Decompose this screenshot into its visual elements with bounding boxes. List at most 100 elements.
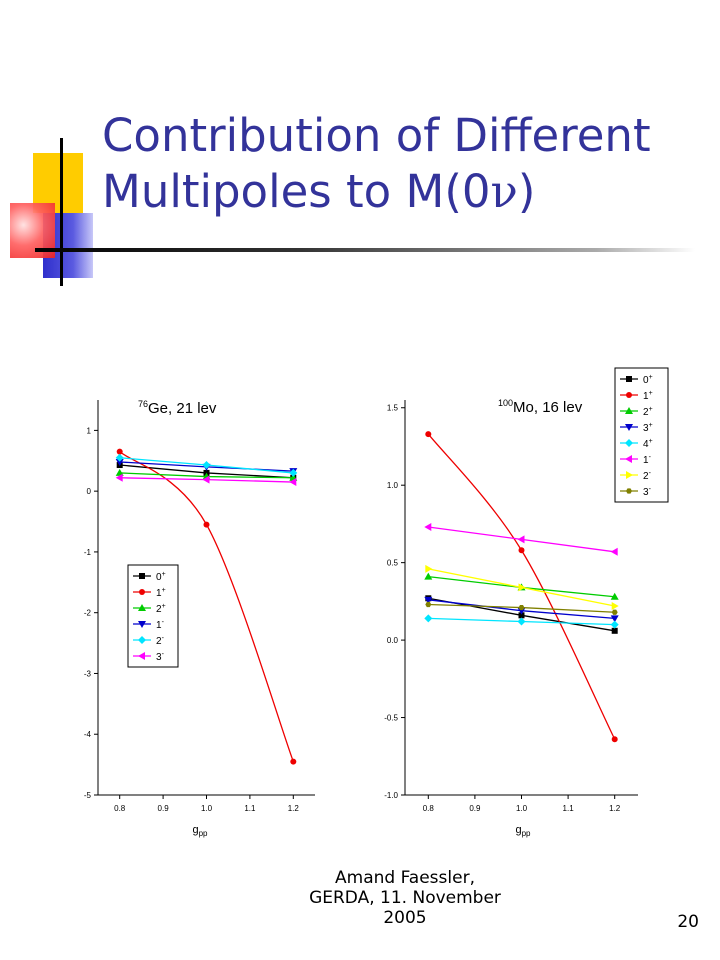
legend-swatch-marker	[138, 652, 145, 660]
data-point	[289, 468, 298, 477]
x-tick-label: 0.8	[114, 804, 126, 813]
series-1plus	[116, 448, 297, 765]
deco-vertical-rule	[60, 138, 63, 286]
legend-entry-name: 3	[156, 652, 162, 663]
chart-title-mass: 100	[498, 398, 513, 408]
x-tick-label: 1.2	[609, 804, 621, 813]
legend-entry-parity: -	[649, 470, 652, 477]
legend-entry-name: 0	[156, 572, 162, 583]
legend-entry-name: 2	[156, 604, 162, 615]
data-point	[517, 617, 526, 626]
legend-entry-parity: +	[649, 406, 653, 413]
x-axis-label-main: g	[515, 824, 521, 836]
x-tick-label: 1.2	[288, 804, 300, 813]
x-axis-label-sub: pp	[199, 829, 208, 838]
legend-entry-parity: +	[649, 438, 653, 445]
page-number: 20	[677, 912, 699, 932]
y-tick-label: -0.5	[384, 714, 398, 723]
series-2plus	[115, 468, 298, 481]
legend-swatch-marker	[138, 604, 146, 611]
series-3plus	[424, 596, 619, 623]
data-point	[518, 583, 526, 592]
y-tick-label: 0	[87, 487, 92, 496]
data-point	[115, 458, 124, 466]
footer-line-1: Amand Faessler,	[335, 868, 475, 888]
y-tick-label: 1.0	[387, 481, 399, 490]
footer-line-3: 2005	[383, 908, 427, 928]
series-1plus	[425, 431, 618, 743]
data-point	[610, 547, 618, 556]
data-point	[425, 564, 433, 573]
legend-entry: 1+	[643, 390, 653, 402]
title-line-2: Multipoles to M(0	[102, 165, 491, 218]
legend-entry-name: 1	[643, 455, 649, 466]
legend-entry-parity: +	[649, 390, 653, 397]
chart-title: 100Mo, 16 lev	[498, 398, 583, 416]
chart-title-mass: 76	[138, 399, 148, 409]
y-tick-label: 1	[87, 426, 92, 435]
y-tick-label: -2	[84, 609, 92, 618]
legend-entry: 3-	[156, 651, 165, 663]
legend-entry: 2+	[643, 406, 653, 418]
legend-swatch-marker	[625, 439, 633, 447]
data-point	[202, 475, 210, 484]
legend-entry-parity: +	[649, 374, 653, 381]
x-axis-label-main: g	[192, 824, 198, 836]
legend-entry-name: 3	[643, 423, 649, 434]
data-point	[517, 607, 526, 615]
x-tick-label: 0.9	[158, 804, 170, 813]
legend-entry-parity: -	[162, 635, 165, 642]
series-3minus	[425, 601, 618, 615]
legend-entry: 1+	[156, 587, 166, 599]
x-tick-label: 1.0	[201, 804, 213, 813]
data-point	[115, 453, 124, 462]
legend-entry-parity: +	[162, 603, 166, 610]
legend-entry-parity: -	[162, 619, 165, 626]
legend-swatch-marker	[626, 471, 633, 479]
chart-ge76: 1 0 -1 -2 -3 -4 -5 0.8 0.9 1.0 1.1 1.2 gpp 76Ge, 21 l…	[80, 385, 330, 850]
x-tick-label: 1.1	[244, 804, 256, 813]
legend-entry: 2-	[643, 470, 652, 482]
legend-entry: 3-	[643, 486, 652, 498]
y-tick-label: 0.0	[387, 636, 399, 645]
x-tick-label: 0.8	[423, 804, 435, 813]
legend-swatch-marker	[138, 621, 146, 628]
x-axis-label-sub: pp	[522, 829, 531, 838]
chart-title-text: Ge, 21 lev	[148, 400, 217, 417]
title-nu-symbol: ν	[490, 165, 518, 218]
title-close-paren: )	[517, 165, 536, 218]
legend-entry-name: 1	[643, 391, 649, 402]
series-3minus	[115, 473, 297, 487]
chart-mo100: 1.5 1.0 0.5 0.0 -0.5 -1.0 0.8 0.9 1.0 1.1 1.2 gpp 10…	[380, 362, 680, 850]
chart-title: 76Ge, 21 lev	[138, 399, 217, 417]
legend-entry: 2+	[156, 603, 166, 615]
footer-line-2: GERDA, 11. November	[309, 888, 501, 908]
data-point	[611, 602, 619, 611]
data-point	[425, 431, 432, 438]
y-tick-label: 0.5	[387, 559, 399, 568]
data-point	[116, 448, 123, 455]
data-point	[611, 609, 618, 615]
legend-box	[127, 564, 179, 668]
legend: 0+1+2+1-2-3-	[127, 564, 179, 668]
series-2minus	[115, 453, 298, 477]
legend-swatch-marker	[626, 376, 632, 382]
data-point	[290, 758, 297, 765]
legend-entry-name: 4	[643, 439, 649, 450]
data-point	[202, 461, 211, 470]
legend-entry-parity: +	[649, 422, 653, 429]
legend-entry-parity: -	[649, 486, 652, 493]
data-point	[518, 547, 525, 554]
footer-credit: Amand Faessler, GERDA, 11. November 2005	[300, 868, 510, 928]
legend: 0+1+2+3+4+1-2-3-	[614, 367, 669, 503]
y-tick-label: -3	[84, 669, 92, 678]
legend-swatch-marker	[138, 636, 146, 644]
y-tick-label: -1.0	[384, 791, 398, 800]
data-point	[424, 572, 433, 580]
data-point	[610, 592, 619, 600]
legend-entry-name: 1	[156, 588, 162, 599]
series-line	[119, 451, 294, 762]
data-point	[518, 612, 525, 619]
y-tick-label: -5	[84, 791, 92, 800]
